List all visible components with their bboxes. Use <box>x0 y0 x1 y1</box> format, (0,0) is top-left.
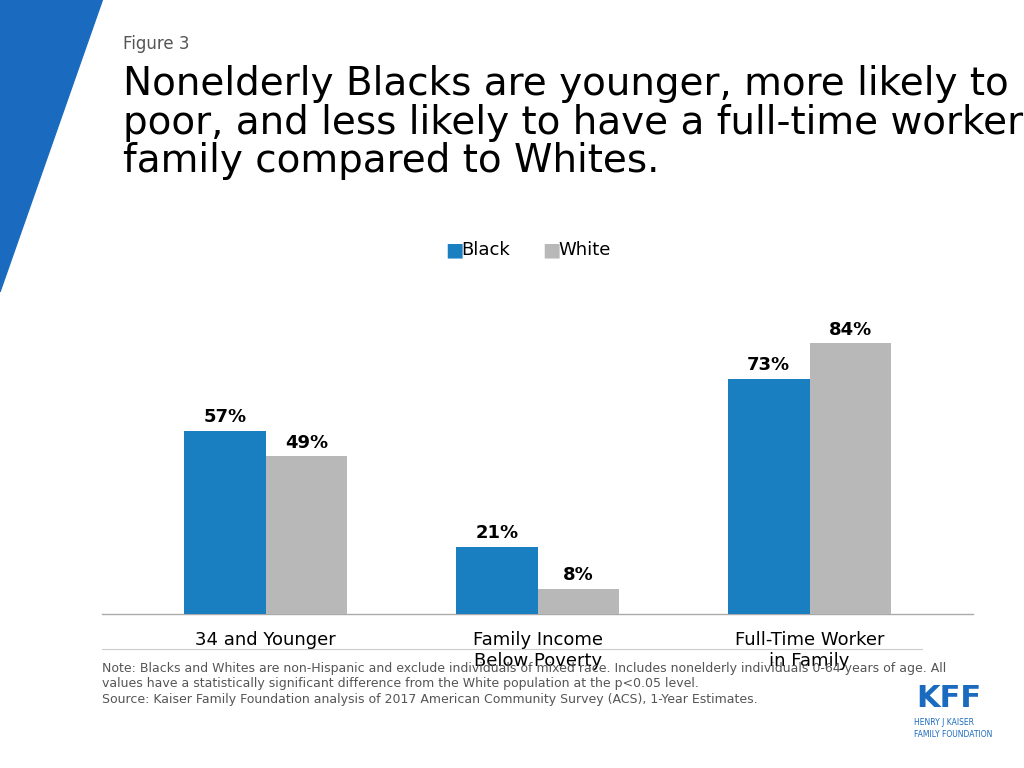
Text: values have a statistically significant difference from the White population at : values have a statistically significant … <box>102 677 699 690</box>
Text: ■: ■ <box>543 240 561 259</box>
Bar <box>184 431 265 614</box>
Text: Nonelderly Blacks are younger, more likely to be: Nonelderly Blacks are younger, more like… <box>123 65 1024 103</box>
Text: 8%: 8% <box>563 566 594 584</box>
Text: Figure 3: Figure 3 <box>123 35 189 52</box>
Bar <box>265 456 347 614</box>
Text: Black: Black <box>461 240 510 259</box>
Text: family compared to Whites.: family compared to Whites. <box>123 142 659 180</box>
Text: ■: ■ <box>445 240 464 259</box>
Text: 21%: 21% <box>475 524 518 542</box>
Bar <box>456 547 538 614</box>
Text: 49%: 49% <box>285 433 328 452</box>
Text: 57%: 57% <box>203 408 247 425</box>
Bar <box>538 588 620 614</box>
Text: Note: Blacks and Whites are non-Hispanic and exclude individuals of mixed race. : Note: Blacks and Whites are non-Hispanic… <box>102 662 946 675</box>
Bar <box>728 379 810 614</box>
Text: 84%: 84% <box>828 320 872 339</box>
Text: Source: Kaiser Family Foundation analysis of 2017 American Community Survey (ACS: Source: Kaiser Family Foundation analysi… <box>102 693 758 706</box>
Text: KFF: KFF <box>916 684 982 713</box>
Text: White: White <box>558 240 610 259</box>
Bar <box>810 343 891 614</box>
Text: poor, and less likely to have a full-time worker in the: poor, and less likely to have a full-tim… <box>123 104 1024 141</box>
Text: HENRY J KAISER
FAMILY FOUNDATION: HENRY J KAISER FAMILY FOUNDATION <box>914 718 993 739</box>
Text: 73%: 73% <box>748 356 791 374</box>
